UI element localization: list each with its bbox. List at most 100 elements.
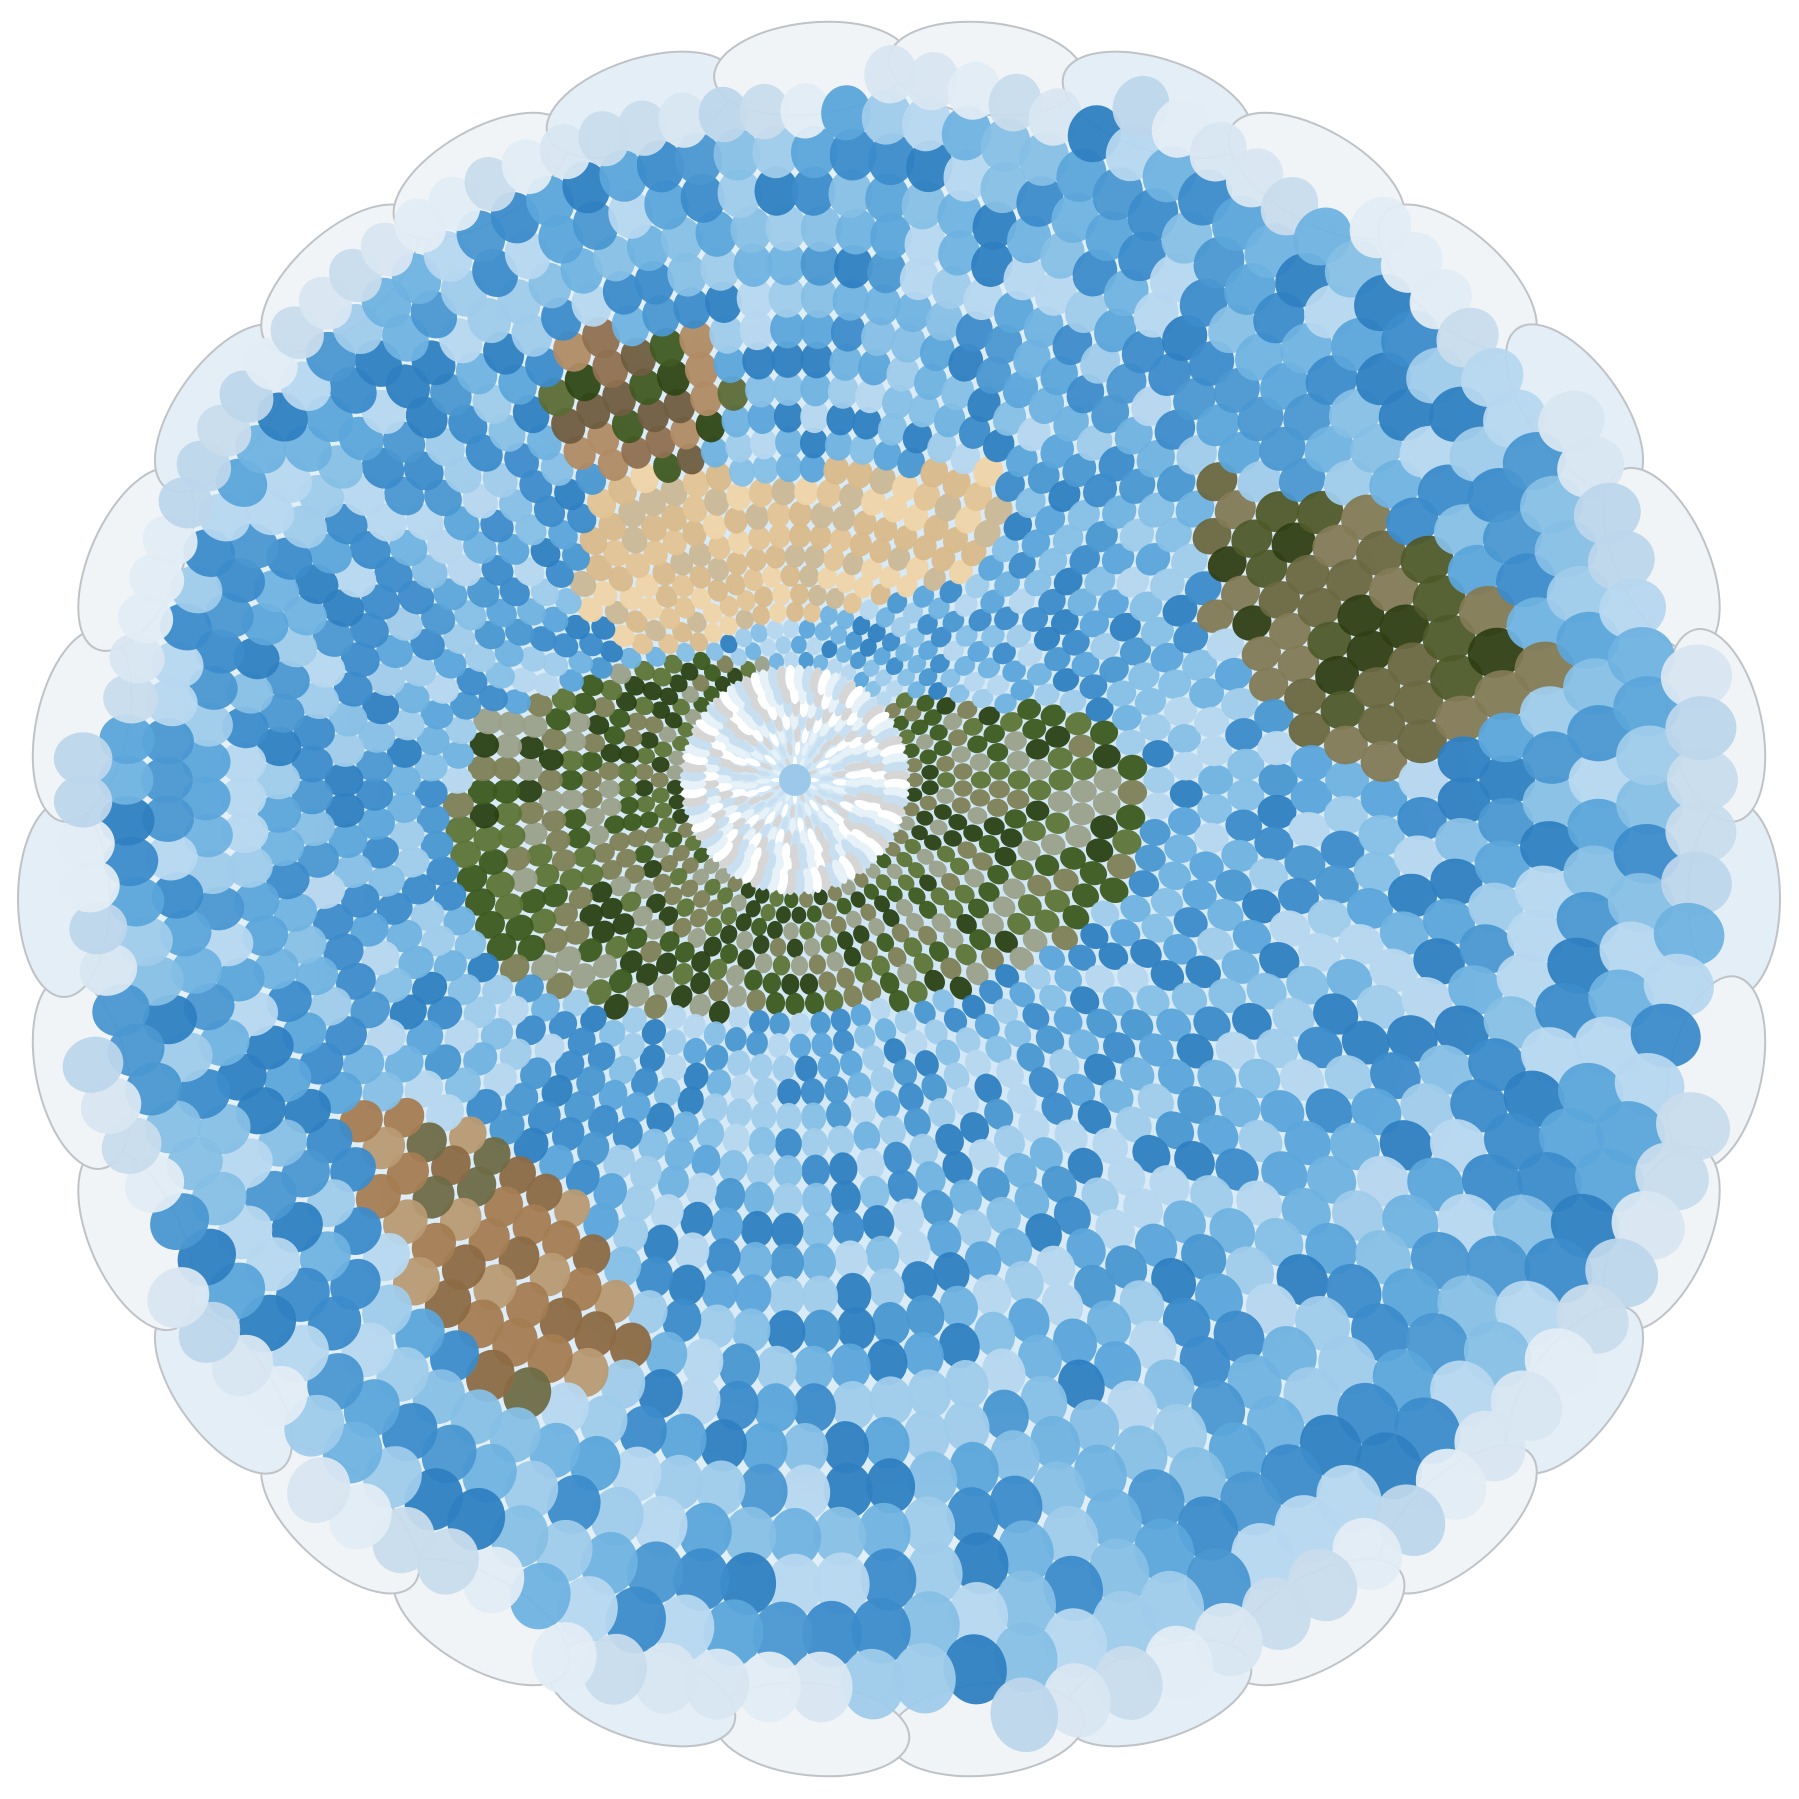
mosaic-tile [619,950,643,974]
mosaic-tile [1271,522,1316,563]
mosaic-tile [1261,1151,1308,1197]
mosaic-tile [1221,839,1258,872]
mosaic-tile [861,317,896,357]
mosaic-tile [1095,1209,1135,1251]
mosaic-tile [643,1224,679,1264]
mosaic-tile [850,1004,871,1028]
mosaic-tile [1026,663,1052,686]
mosaic-tile [879,972,900,994]
mosaic-tile [503,689,531,715]
mosaic-tile [769,937,787,957]
mosaic-tile [735,1274,772,1316]
mosaic-tile [1227,779,1265,812]
mosaic-tile [1017,416,1051,452]
polar-tile [746,796,762,806]
mosaic-tile [639,487,666,517]
mosaic-tile [752,1601,813,1669]
mosaic-tile [864,284,901,326]
mosaic-tile [639,597,663,620]
polar-tile [691,727,716,743]
mosaic-tile [853,510,877,537]
mosaic-tile [592,842,615,863]
mosaic-tile [906,1294,945,1339]
mosaic-tile [563,436,596,470]
mosaic-tile [932,989,955,1013]
mosaic-tile [780,83,831,139]
mosaic-tile [600,897,623,920]
polar-tile [870,823,895,841]
mosaic-tile [587,421,620,456]
mosaic-tile [1221,687,1259,721]
mosaic-tile [790,583,809,605]
mosaic-tile [1070,986,1100,1015]
mosaic-tile [1018,1334,1062,1383]
mosaic-tile [634,696,654,716]
mosaic-tile [1043,1608,1108,1678]
mosaic-tile [663,886,683,906]
mosaic-tile [903,802,920,817]
mosaic-tile [394,847,430,878]
mosaic-tile [1116,566,1150,598]
mosaic-tile [882,495,908,523]
polar-tile [749,726,764,742]
mosaic-tile [1066,1228,1106,1270]
mosaic-tile [79,943,138,996]
polar-tile [700,830,724,849]
mosaic-tile [830,312,866,352]
mosaic-tile [1208,978,1247,1014]
mosaic-tile [622,813,643,831]
mosaic-tile [513,1127,549,1164]
mosaic-tile [853,1121,881,1153]
mosaic-tile [1114,416,1153,455]
polar-tile [824,746,839,758]
mosaic-tile [426,674,459,704]
mosaic-tile [604,1246,642,1288]
mosaic-tile [433,950,467,982]
mosaic-tile [958,415,991,449]
mosaic-tile [1042,1663,1111,1738]
mosaic-tile [769,602,787,623]
mosaic-tile [782,619,800,639]
mosaic-tile [1074,1444,1127,1502]
polar-tile [761,736,773,751]
mosaic-tile [1119,468,1156,504]
mosaic-tile [751,917,768,937]
mosaic-tile [1324,795,1368,835]
mosaic-tile [478,684,508,712]
mosaic-tile [786,938,804,958]
mosaic-tile [1249,858,1288,893]
mosaic-tile [772,1183,803,1218]
mosaic-tile [53,732,113,786]
mosaic-tile [1173,907,1208,938]
mosaic-tile [551,688,577,711]
mosaic-tile [800,1078,825,1106]
mosaic-tile [930,887,950,906]
mosaic-tile [653,452,682,483]
mosaic-tile [638,1128,669,1162]
mosaic-tile [861,557,883,582]
mosaic-tile [638,1369,683,1419]
mosaic-tile [832,1209,865,1247]
mosaic-tile [554,1189,591,1228]
mosaic-tile [639,731,659,749]
mosaic-tile [906,980,928,1003]
mosaic-tile [701,1093,728,1123]
mosaic-tile [690,971,711,995]
mosaic-tile [870,583,891,606]
mosaic-tile [825,1100,852,1130]
mosaic-tile [983,724,1005,744]
mosaic-tile [720,924,738,945]
mosaic-tile [948,1582,1009,1648]
mosaic-tile [142,717,194,765]
mosaic-tile [717,375,749,411]
mosaic-tile [530,537,561,568]
mosaic-tile [420,830,454,860]
mosaic-tile [374,967,413,1003]
mosaic-tile [579,633,604,657]
mosaic-tile [660,477,688,507]
mosaic-tile [612,624,635,648]
mosaic-tile [727,667,743,685]
mosaic-tile [991,535,1019,563]
mosaic-tile [1520,821,1579,874]
mosaic-tile [673,287,711,329]
